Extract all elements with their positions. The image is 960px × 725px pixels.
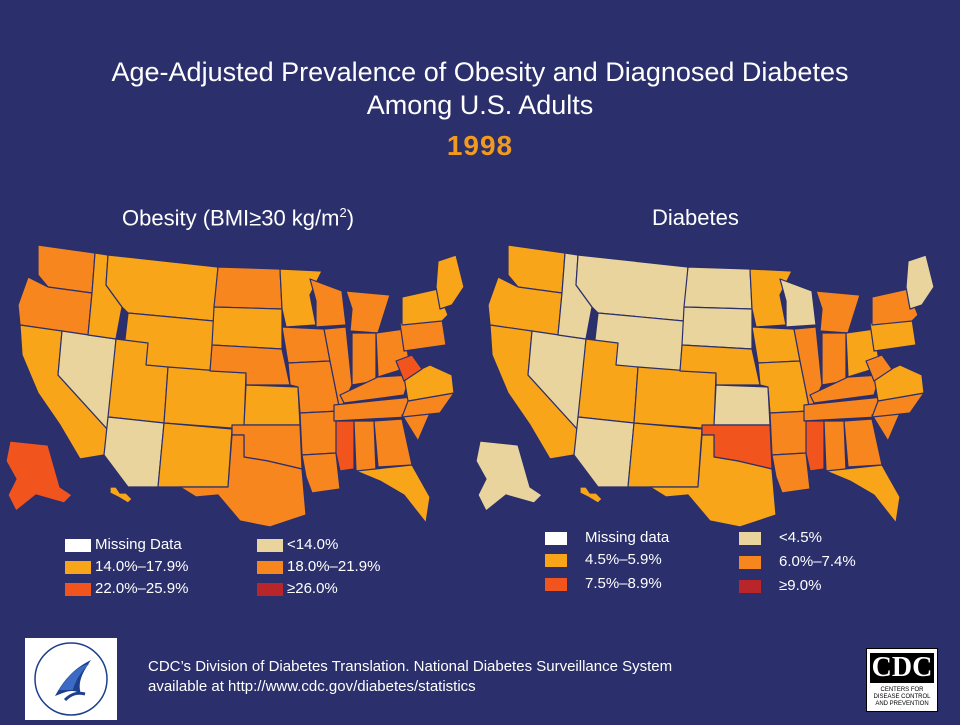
diabetes-state-nd bbox=[683, 266, 753, 310]
legend-swatch bbox=[257, 539, 283, 552]
diabetes-state-ny bbox=[871, 288, 919, 326]
legend-swatch bbox=[739, 532, 761, 545]
obesity-state-ny bbox=[401, 288, 449, 326]
diabetes-state-wi bbox=[779, 278, 817, 328]
obesity-state-ga bbox=[373, 418, 413, 468]
obesity-state-co bbox=[163, 366, 247, 430]
diabetes-state-ne-states bbox=[905, 254, 935, 310]
obesity-state-ak bbox=[5, 440, 73, 512]
obesity-state-tx bbox=[179, 434, 307, 528]
obesity-state-ms bbox=[335, 420, 355, 472]
obesity-state-az bbox=[103, 416, 165, 488]
diabetes-state-tx bbox=[649, 434, 777, 528]
diabetes-state-la bbox=[771, 452, 811, 494]
obesity-state-ia bbox=[281, 326, 331, 364]
legend-swatch bbox=[257, 583, 283, 596]
diabetes-state-az bbox=[573, 416, 635, 488]
obesity-map-title: Obesity (BMI≥30 kg/m2) bbox=[122, 205, 355, 231]
diabetes-state-va bbox=[873, 364, 925, 402]
legend-swatch bbox=[65, 561, 91, 574]
obesity-state-ks bbox=[243, 384, 301, 426]
legend-swatch bbox=[739, 556, 761, 569]
cdc-logo: CDC CENTERS FOR DISEASE CONTROL AND PREV… bbox=[866, 648, 938, 712]
obesity-state-al bbox=[353, 420, 377, 472]
year-label: 1998 bbox=[446, 130, 514, 161]
title-line-1: Age-Adjusted Prevalence of Obesity and D… bbox=[111, 57, 849, 87]
diabetes-state-co bbox=[633, 366, 717, 430]
title-line-2: Among U.S. Adults bbox=[366, 90, 594, 120]
footer-line-1: CDC’s Division of Diabetes Translation. … bbox=[148, 658, 673, 675]
obesity-state-va bbox=[403, 364, 455, 402]
diabetes-state-mi bbox=[815, 290, 861, 334]
obesity-state-la bbox=[301, 452, 341, 494]
obesity-state-sd bbox=[211, 306, 283, 350]
obesity-us-map bbox=[5, 244, 465, 528]
obesity-state-nm bbox=[157, 422, 233, 488]
obesity-state-wi bbox=[309, 278, 347, 328]
obesity-state-hi bbox=[109, 486, 133, 504]
obesity-state-in bbox=[351, 332, 377, 386]
obesity-state-mi bbox=[345, 290, 391, 334]
cdc-logo-text: CDC bbox=[870, 652, 934, 683]
diabetes-us-map bbox=[475, 244, 935, 528]
obesity-legend: Missing Data 14.0%–17.9% 22.0%–25.9% <14… bbox=[65, 535, 445, 605]
legend-swatch bbox=[545, 578, 567, 591]
legend-swatch bbox=[739, 580, 761, 593]
footer-line-2: available at http://www.cdc.gov/diabetes… bbox=[148, 678, 476, 695]
cdc-logo-subtext: CENTERS FOR DISEASE CONTROL AND PREVENTI… bbox=[873, 687, 931, 707]
obesity-state-ne-states bbox=[435, 254, 465, 310]
diabetes-state-fl bbox=[825, 464, 901, 524]
diabetes-map-title: Diabetes bbox=[652, 205, 739, 230]
diabetes-state-ga bbox=[843, 418, 883, 468]
diabetes-state-ak bbox=[475, 440, 543, 512]
hhs-eagle-icon bbox=[34, 642, 108, 716]
diabetes-state-ks bbox=[713, 384, 771, 426]
legend-swatch bbox=[257, 561, 283, 574]
obesity-state-wv bbox=[395, 354, 423, 382]
diabetes-legend: Missing data 4.5%–5.9% 7.5%–8.9% <4.5% 6… bbox=[545, 528, 925, 598]
legend-swatch bbox=[65, 539, 91, 552]
diabetes-state-ia bbox=[751, 326, 801, 364]
legend-swatch bbox=[65, 583, 91, 596]
legend-swatch bbox=[545, 554, 567, 567]
diabetes-state-mt bbox=[575, 254, 689, 322]
source-footnote: CDC’s Division of Diabetes Translation. … bbox=[148, 657, 672, 697]
diabetes-state-hi bbox=[579, 486, 603, 504]
hhs-logo bbox=[25, 638, 117, 720]
diabetes-state-al bbox=[823, 420, 847, 472]
obesity-state-mt bbox=[105, 254, 219, 322]
diabetes-state-ms bbox=[805, 420, 825, 472]
diabetes-state-wv bbox=[865, 354, 893, 382]
legend-swatch bbox=[545, 532, 567, 545]
diabetes-state-in bbox=[821, 332, 847, 386]
obesity-state-nd bbox=[213, 266, 283, 310]
diabetes-state-sd bbox=[681, 306, 753, 350]
obesity-state-fl bbox=[355, 464, 431, 524]
diabetes-state-nm bbox=[627, 422, 703, 488]
